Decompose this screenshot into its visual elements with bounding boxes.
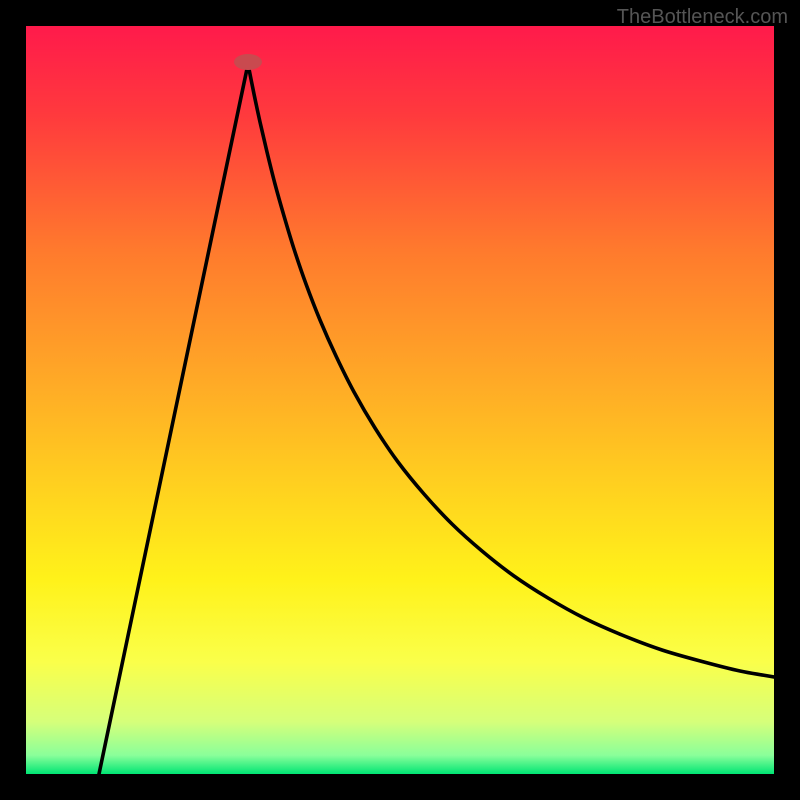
chart-canvas — [0, 0, 800, 800]
bottleneck-chart: TheBottleneck.com — [0, 0, 800, 800]
watermark-text: TheBottleneck.com — [617, 6, 788, 29]
optimal-point-marker — [234, 54, 262, 70]
plot-area — [26, 26, 774, 774]
